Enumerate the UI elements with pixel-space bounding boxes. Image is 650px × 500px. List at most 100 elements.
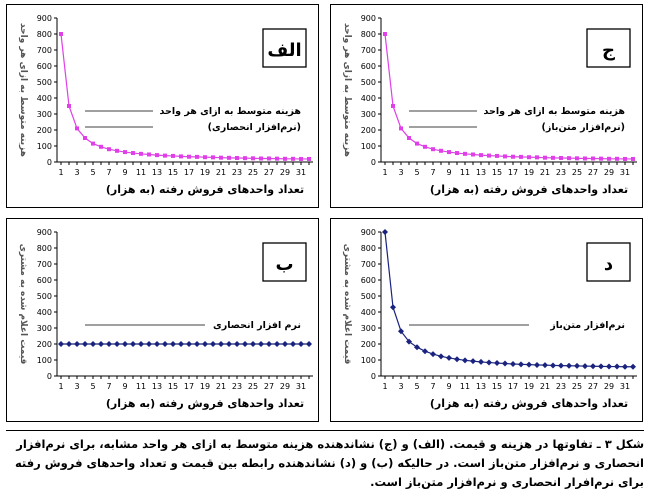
y-tick-label: 400	[361, 94, 376, 103]
data-point	[406, 338, 412, 345]
x-tick-label: 19	[200, 382, 210, 391]
data-point	[503, 154, 507, 159]
data-point	[439, 148, 443, 153]
x-tick-label: 27	[264, 168, 274, 177]
data-point	[251, 156, 255, 161]
x-tick-label: 1	[58, 168, 63, 177]
data-point	[478, 358, 484, 365]
x-tick-label: 29	[280, 168, 290, 177]
panel-badge-letter: الف	[267, 40, 301, 61]
y-tick-label: 300	[361, 324, 376, 333]
data-point	[258, 341, 264, 347]
data-point	[447, 150, 451, 155]
x-tick-label: 3	[398, 168, 403, 177]
y-tick-label: 400	[37, 308, 52, 317]
data-point	[235, 156, 239, 160]
y-tick-label: 800	[37, 244, 52, 253]
data-point	[298, 341, 304, 347]
x-tick-label: 7	[430, 382, 435, 391]
data-point	[438, 353, 444, 360]
data-point	[171, 153, 175, 158]
x-tick-label: 1	[382, 382, 387, 391]
series-label: (نرم‌افزار انحصاری)	[208, 122, 301, 133]
data-point	[275, 156, 279, 161]
data-point	[187, 154, 191, 159]
y-tick-label: 300	[37, 110, 52, 119]
data-point	[527, 155, 531, 160]
x-tick-label: 17	[184, 382, 194, 391]
x-tick-label: 19	[200, 168, 210, 177]
data-point	[383, 32, 387, 36]
x-tick-label: 25	[572, 382, 582, 391]
chart-panel-jim: 0 100 200 300 400 500 600 700 800 900 1 3 5 7 9 11 13 15 1…	[330, 4, 643, 208]
data-point	[146, 341, 152, 347]
x-tick-label: 25	[572, 168, 582, 177]
data-point	[194, 341, 200, 347]
data-point	[615, 156, 619, 161]
data-point	[155, 153, 159, 158]
data-point	[471, 152, 475, 157]
y-tick-label: 600	[37, 62, 52, 71]
data-point	[575, 156, 579, 161]
y-tick-label: 600	[37, 276, 52, 285]
data-point	[518, 361, 524, 368]
y-tick-label: 500	[37, 78, 52, 87]
x-tick-label: 11	[460, 382, 470, 391]
panel-badge-box	[262, 242, 307, 282]
data-point	[162, 341, 168, 347]
data-point	[391, 104, 395, 108]
data-point	[163, 153, 167, 158]
data-point	[462, 357, 468, 364]
data-point	[259, 156, 263, 161]
data-point	[90, 341, 96, 347]
x-tick-label: 15	[492, 168, 502, 177]
x-tick-label: 23	[232, 168, 242, 177]
x-tick-label: 21	[540, 382, 550, 391]
data-point	[495, 153, 499, 158]
x-tick-label: 21	[216, 168, 226, 177]
data-point	[535, 155, 539, 160]
x-tick-label: 9	[122, 168, 127, 177]
data-point	[203, 155, 207, 160]
panel-badge-box	[586, 28, 631, 68]
y-tick-label: 0	[371, 372, 376, 381]
data-point	[390, 304, 396, 311]
data-point	[291, 156, 295, 161]
data-point	[430, 351, 436, 358]
data-point	[138, 341, 144, 347]
data-point	[414, 344, 420, 351]
x-tick-label: 23	[232, 382, 242, 391]
data-point	[74, 341, 80, 347]
x-tick-label: 1	[58, 382, 63, 391]
data-point	[83, 136, 87, 140]
data-point	[202, 341, 208, 347]
data-point	[195, 154, 199, 159]
x-tick-label: 9	[446, 168, 451, 177]
data-point	[446, 354, 452, 361]
y-tick-label: 600	[361, 62, 376, 71]
x-tick-label: 15	[168, 382, 178, 391]
data-point	[590, 363, 596, 370]
data-point	[574, 362, 580, 369]
y-tick-label: 200	[37, 126, 52, 135]
data-point	[382, 229, 388, 235]
x-tick-label: 3	[74, 382, 79, 391]
x-tick-label: 3	[74, 168, 79, 177]
x-tick-label: 9	[446, 382, 451, 391]
x-tick-label: 25	[248, 382, 258, 391]
data-point	[267, 156, 271, 161]
data-point	[567, 156, 571, 161]
panel-badge-letter: د	[604, 254, 613, 275]
data-point	[154, 341, 160, 347]
y-tick-label: 400	[361, 308, 376, 317]
data-point	[583, 156, 587, 161]
x-tick-label: 15	[168, 168, 178, 177]
data-point	[179, 154, 183, 159]
y-tick-label: 0	[371, 158, 376, 167]
y-axis-label: قیمت اعلام شده به مشتری	[342, 244, 352, 365]
chart-panel-alef: 0 100 200 300 400 500 600 700 800 900 1 3 5 7 9 11 13 15 1…	[6, 4, 319, 208]
data-point	[66, 341, 72, 347]
